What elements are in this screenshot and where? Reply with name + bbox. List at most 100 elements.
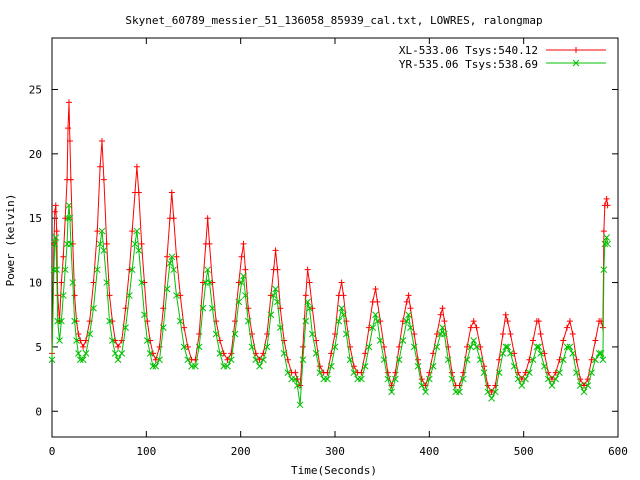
data-point	[252, 356, 260, 364]
data-point	[209, 279, 216, 286]
data-point	[460, 369, 467, 376]
data-point	[346, 356, 354, 364]
data-point	[492, 388, 499, 396]
data-point	[256, 362, 263, 370]
data-point	[410, 343, 418, 351]
data-point	[199, 279, 206, 286]
data-point	[439, 305, 446, 312]
data-point	[82, 349, 90, 357]
data-point	[69, 279, 77, 286]
data-point	[240, 272, 247, 280]
data-point	[600, 266, 608, 274]
data-point	[292, 375, 299, 383]
data-point	[112, 337, 119, 344]
data-point	[195, 343, 203, 351]
data-point	[180, 343, 188, 351]
data-point	[166, 259, 174, 267]
data-point	[114, 356, 122, 364]
data-point	[204, 215, 211, 222]
data-point	[274, 298, 281, 306]
series-line	[51, 102, 609, 393]
data-point	[338, 304, 345, 312]
data-point	[525, 369, 533, 376]
data-point	[79, 356, 87, 364]
y-tick-label: 20	[29, 148, 42, 161]
data-point	[90, 304, 97, 312]
data-point	[299, 356, 307, 364]
legend-marker	[573, 47, 579, 53]
data-point	[600, 228, 607, 235]
data-point	[530, 337, 537, 344]
data-point	[309, 330, 316, 338]
data-point	[544, 375, 552, 383]
data-point	[395, 356, 403, 364]
data-point	[96, 240, 104, 248]
data-point	[109, 318, 116, 325]
data-point	[518, 382, 526, 389]
data-point	[495, 369, 503, 376]
data-point	[418, 382, 426, 389]
data-point	[168, 189, 175, 196]
data-point	[548, 376, 555, 383]
data-point	[206, 240, 213, 247]
data-point	[499, 331, 506, 338]
data-point	[504, 318, 511, 325]
data-point	[504, 343, 511, 351]
data-point	[173, 253, 180, 260]
data-point	[484, 388, 492, 396]
data-point	[66, 214, 74, 222]
data-point	[418, 376, 425, 383]
data-point	[316, 363, 323, 370]
data-point	[159, 324, 167, 331]
data-point	[263, 343, 271, 351]
data-point	[224, 362, 231, 370]
data-point	[133, 163, 140, 170]
data-point	[126, 266, 133, 273]
data-point	[209, 304, 216, 312]
data-point	[67, 240, 75, 248]
data-point	[414, 362, 422, 370]
data-point	[216, 349, 224, 357]
data-point	[284, 369, 292, 376]
data-point	[342, 330, 350, 338]
data-point	[592, 356, 599, 364]
data-point	[235, 298, 243, 306]
data-point	[256, 356, 263, 363]
data-point	[71, 317, 78, 325]
data-point	[448, 375, 456, 383]
data-point	[362, 350, 369, 357]
data-point	[448, 369, 455, 376]
data-point	[392, 369, 399, 376]
data-point	[125, 292, 133, 299]
legend-marker	[572, 59, 580, 67]
data-point	[388, 388, 395, 396]
data-point	[66, 137, 73, 144]
data-point	[192, 356, 199, 363]
data-point	[77, 337, 84, 344]
data-point	[168, 253, 176, 261]
legend-label-yr: YR-535.06 Tsys:538.69	[399, 58, 538, 71]
data-point	[480, 369, 488, 376]
data-point	[106, 317, 113, 325]
data-point	[152, 362, 160, 370]
data-point	[407, 305, 414, 312]
data-point	[526, 356, 533, 363]
data-point	[588, 356, 595, 363]
data-point	[376, 337, 384, 344]
data-point	[111, 349, 119, 357]
data-point	[488, 388, 495, 395]
data-point	[86, 330, 94, 338]
data-point	[463, 356, 471, 364]
x-tick-label: 600	[608, 445, 628, 458]
data-point	[133, 227, 141, 235]
data-point	[507, 349, 514, 357]
data-point	[316, 369, 324, 376]
data-point	[297, 382, 304, 389]
y-axis-ticks: 0 5 10 15 20 25	[29, 83, 618, 418]
x-tick-label: 0	[49, 445, 56, 458]
data-point	[358, 375, 365, 383]
data-point	[552, 375, 560, 383]
data-point	[566, 318, 573, 325]
data-point	[361, 362, 369, 370]
